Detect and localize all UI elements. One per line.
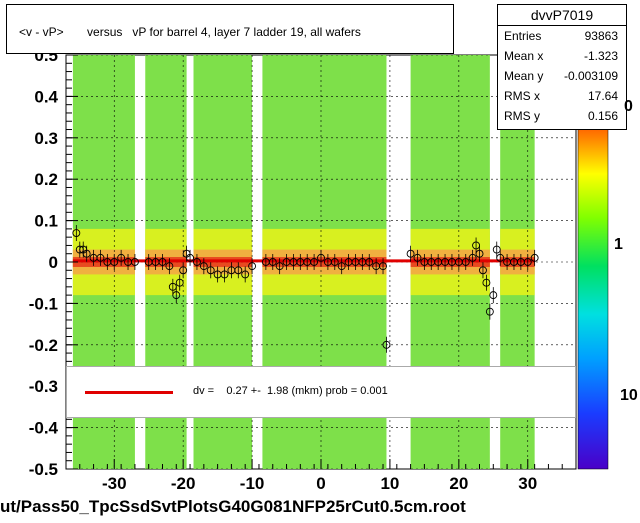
fit-legend-line [85,391,173,394]
profile-point [330,254,339,270]
y-tick-label: 0.1 [34,212,58,231]
profile-point [158,254,167,270]
profile-point [110,254,119,270]
fit-legend-text: dv = 0.27 +- 1.98 (mkm) prob = 0.001 [193,385,388,397]
profile-point [168,278,177,295]
y-tick-label: -0.2 [29,336,58,355]
colorbar-label-10: 10 [620,387,638,404]
y-tick-label: -0.1 [29,294,58,313]
x-tick-label: -10 [240,474,265,493]
y-tick-label: 0 [49,253,58,272]
profile-point [186,249,195,266]
stats-box: dvvP7019 Entries 93863 Mean x -1.323 Mean … [497,4,627,130]
profile-point [492,241,501,258]
y-tick-label: 0.3 [34,129,58,148]
stats-row: Entries 93863 [504,29,618,43]
profile-point [206,262,215,279]
profile-point [496,249,505,266]
profile-point [468,249,477,266]
profile-point [485,303,494,320]
stats-row: RMS x 17.64 [504,89,618,103]
profile-point [275,258,284,275]
x-tick-label: 30 [518,474,537,493]
y-tick-label: -0.4 [29,419,59,438]
profile-point [72,225,81,242]
y-tick-label: -0.3 [29,377,58,396]
plot-title: <v - vP> versus vP for barrel 4, layer 7… [6,4,454,54]
colorbar-partial-label: 0 [624,98,633,115]
x-tick-label: 20 [449,474,468,493]
profile-point [248,258,257,275]
profile-point [130,254,139,270]
profile-point [175,274,184,291]
profile-point [479,262,487,279]
profile-point [413,249,422,266]
stats-row: Mean y -0.003109 [504,69,618,83]
profile-point [365,254,374,270]
profile-point [461,254,470,270]
y-tick-label: 0.2 [34,170,58,189]
plot-title-text: <v - vP> versus vP for barrel 4, layer 7… [19,25,361,39]
profile-point [337,258,346,275]
stats-row: Mean x -1.323 [504,49,618,63]
fit-legend: dv = 0.27 +- 1.98 (mkm) prob = 0.001 [66,366,576,418]
profile-point [482,274,491,291]
profile-point [234,262,243,279]
profile-point [179,262,188,279]
stats-name: dvvP7019 [498,5,626,26]
profile-point [406,245,415,262]
footer-filename: ut/Pass50_TpcSsdSvtPlotsG40G081NFP25rCut… [0,497,466,516]
profile-point [96,249,105,266]
x-tick-label: 10 [380,474,399,493]
profile-point [241,266,250,283]
profile-point [117,249,126,266]
x-tick-label: -30 [102,474,127,493]
profile-point [165,258,174,275]
profile-point [530,249,539,266]
profile-point [472,237,481,254]
profile-point [379,258,387,275]
y-tick-label: 0.4 [34,87,58,106]
profile-point [489,287,498,304]
profile-point [317,249,325,266]
profile-point [268,254,277,270]
colorbar [577,99,609,470]
profile-point [172,287,181,304]
y-tick-label: -0.5 [29,460,58,479]
profile-point [382,336,391,353]
stats-row: RMS y 0.156 [504,109,618,123]
profile-point [192,254,201,270]
profile-point [220,266,229,283]
colorbar-label-1: 1 [614,236,623,253]
profile-point [82,245,91,262]
x-tick-label: -20 [171,474,196,493]
x-tick-label: 0 [316,474,325,493]
profile-point [475,245,484,262]
profile-point [523,254,532,270]
profile-point [199,258,208,275]
profile-point [310,254,319,270]
